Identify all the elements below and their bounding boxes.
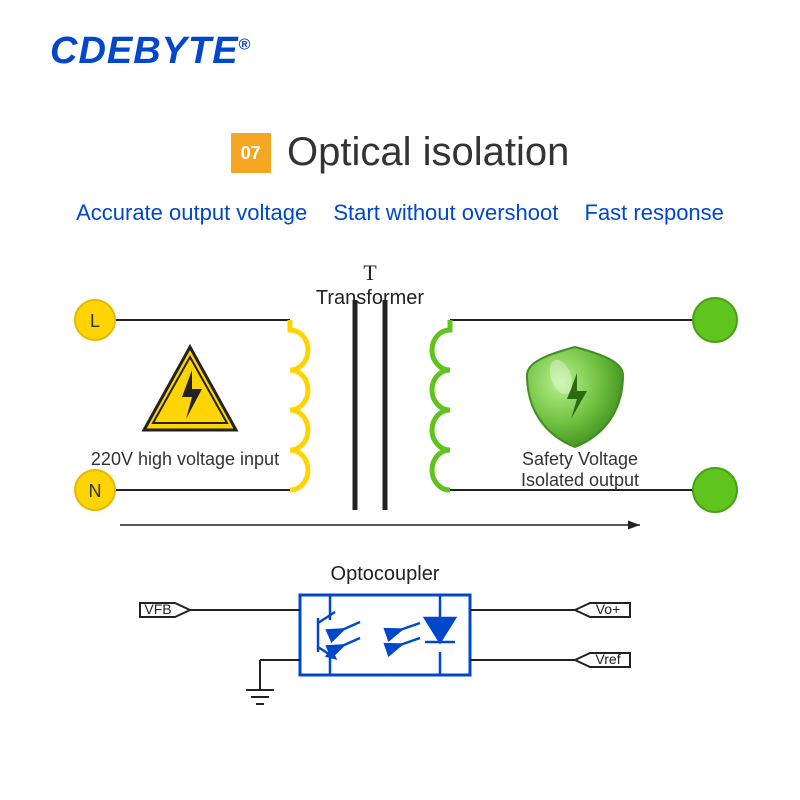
brand-name: CDEBYTE [50, 30, 239, 72]
label-N: N [89, 481, 102, 501]
label-right-caption-2: Isolated output [521, 470, 639, 490]
label-L: L [90, 311, 100, 331]
label-vfb: VFB [144, 601, 171, 617]
phototransistor-icon [318, 595, 360, 675]
coil-secondary [432, 320, 450, 490]
feature-3: Fast response [585, 200, 724, 225]
isolation-diagram: L N T Transformer 220V high voltage inpu… [0, 260, 800, 760]
brand-logo: CDEBYTE® [50, 30, 251, 73]
title-row: 07 Optical isolation [0, 130, 800, 175]
coil-primary [290, 320, 308, 490]
label-vo: Vo+ [596, 601, 621, 617]
feature-1: Accurate output voltage [76, 200, 307, 225]
label-left-caption: 220V high voltage input [91, 449, 279, 469]
vfb-group: VFB [140, 601, 300, 704]
section-badge: 07 [231, 133, 271, 173]
label-T: T [363, 260, 377, 285]
label-transformer: Transformer [316, 287, 425, 309]
label-vref: Vref [595, 651, 620, 667]
features-row: Accurate output voltage Start without ov… [0, 200, 800, 226]
vo-vref-group: Vo+ Vref [470, 601, 630, 667]
terminal-top-right [693, 298, 737, 342]
feature-2: Start without overshoot [333, 200, 558, 225]
brand-reg: ® [239, 36, 252, 53]
led-icon [400, 595, 455, 675]
terminal-bot-right [693, 468, 737, 512]
label-optocoupler: Optocoupler [331, 563, 440, 585]
diagram-svg: L N T Transformer 220V high voltage inpu… [0, 260, 800, 760]
label-right-caption-1: Safety Voltage [522, 449, 638, 469]
section-title: Optical isolation [287, 130, 569, 175]
warning-triangle [144, 347, 236, 430]
safety-shield [527, 347, 623, 447]
